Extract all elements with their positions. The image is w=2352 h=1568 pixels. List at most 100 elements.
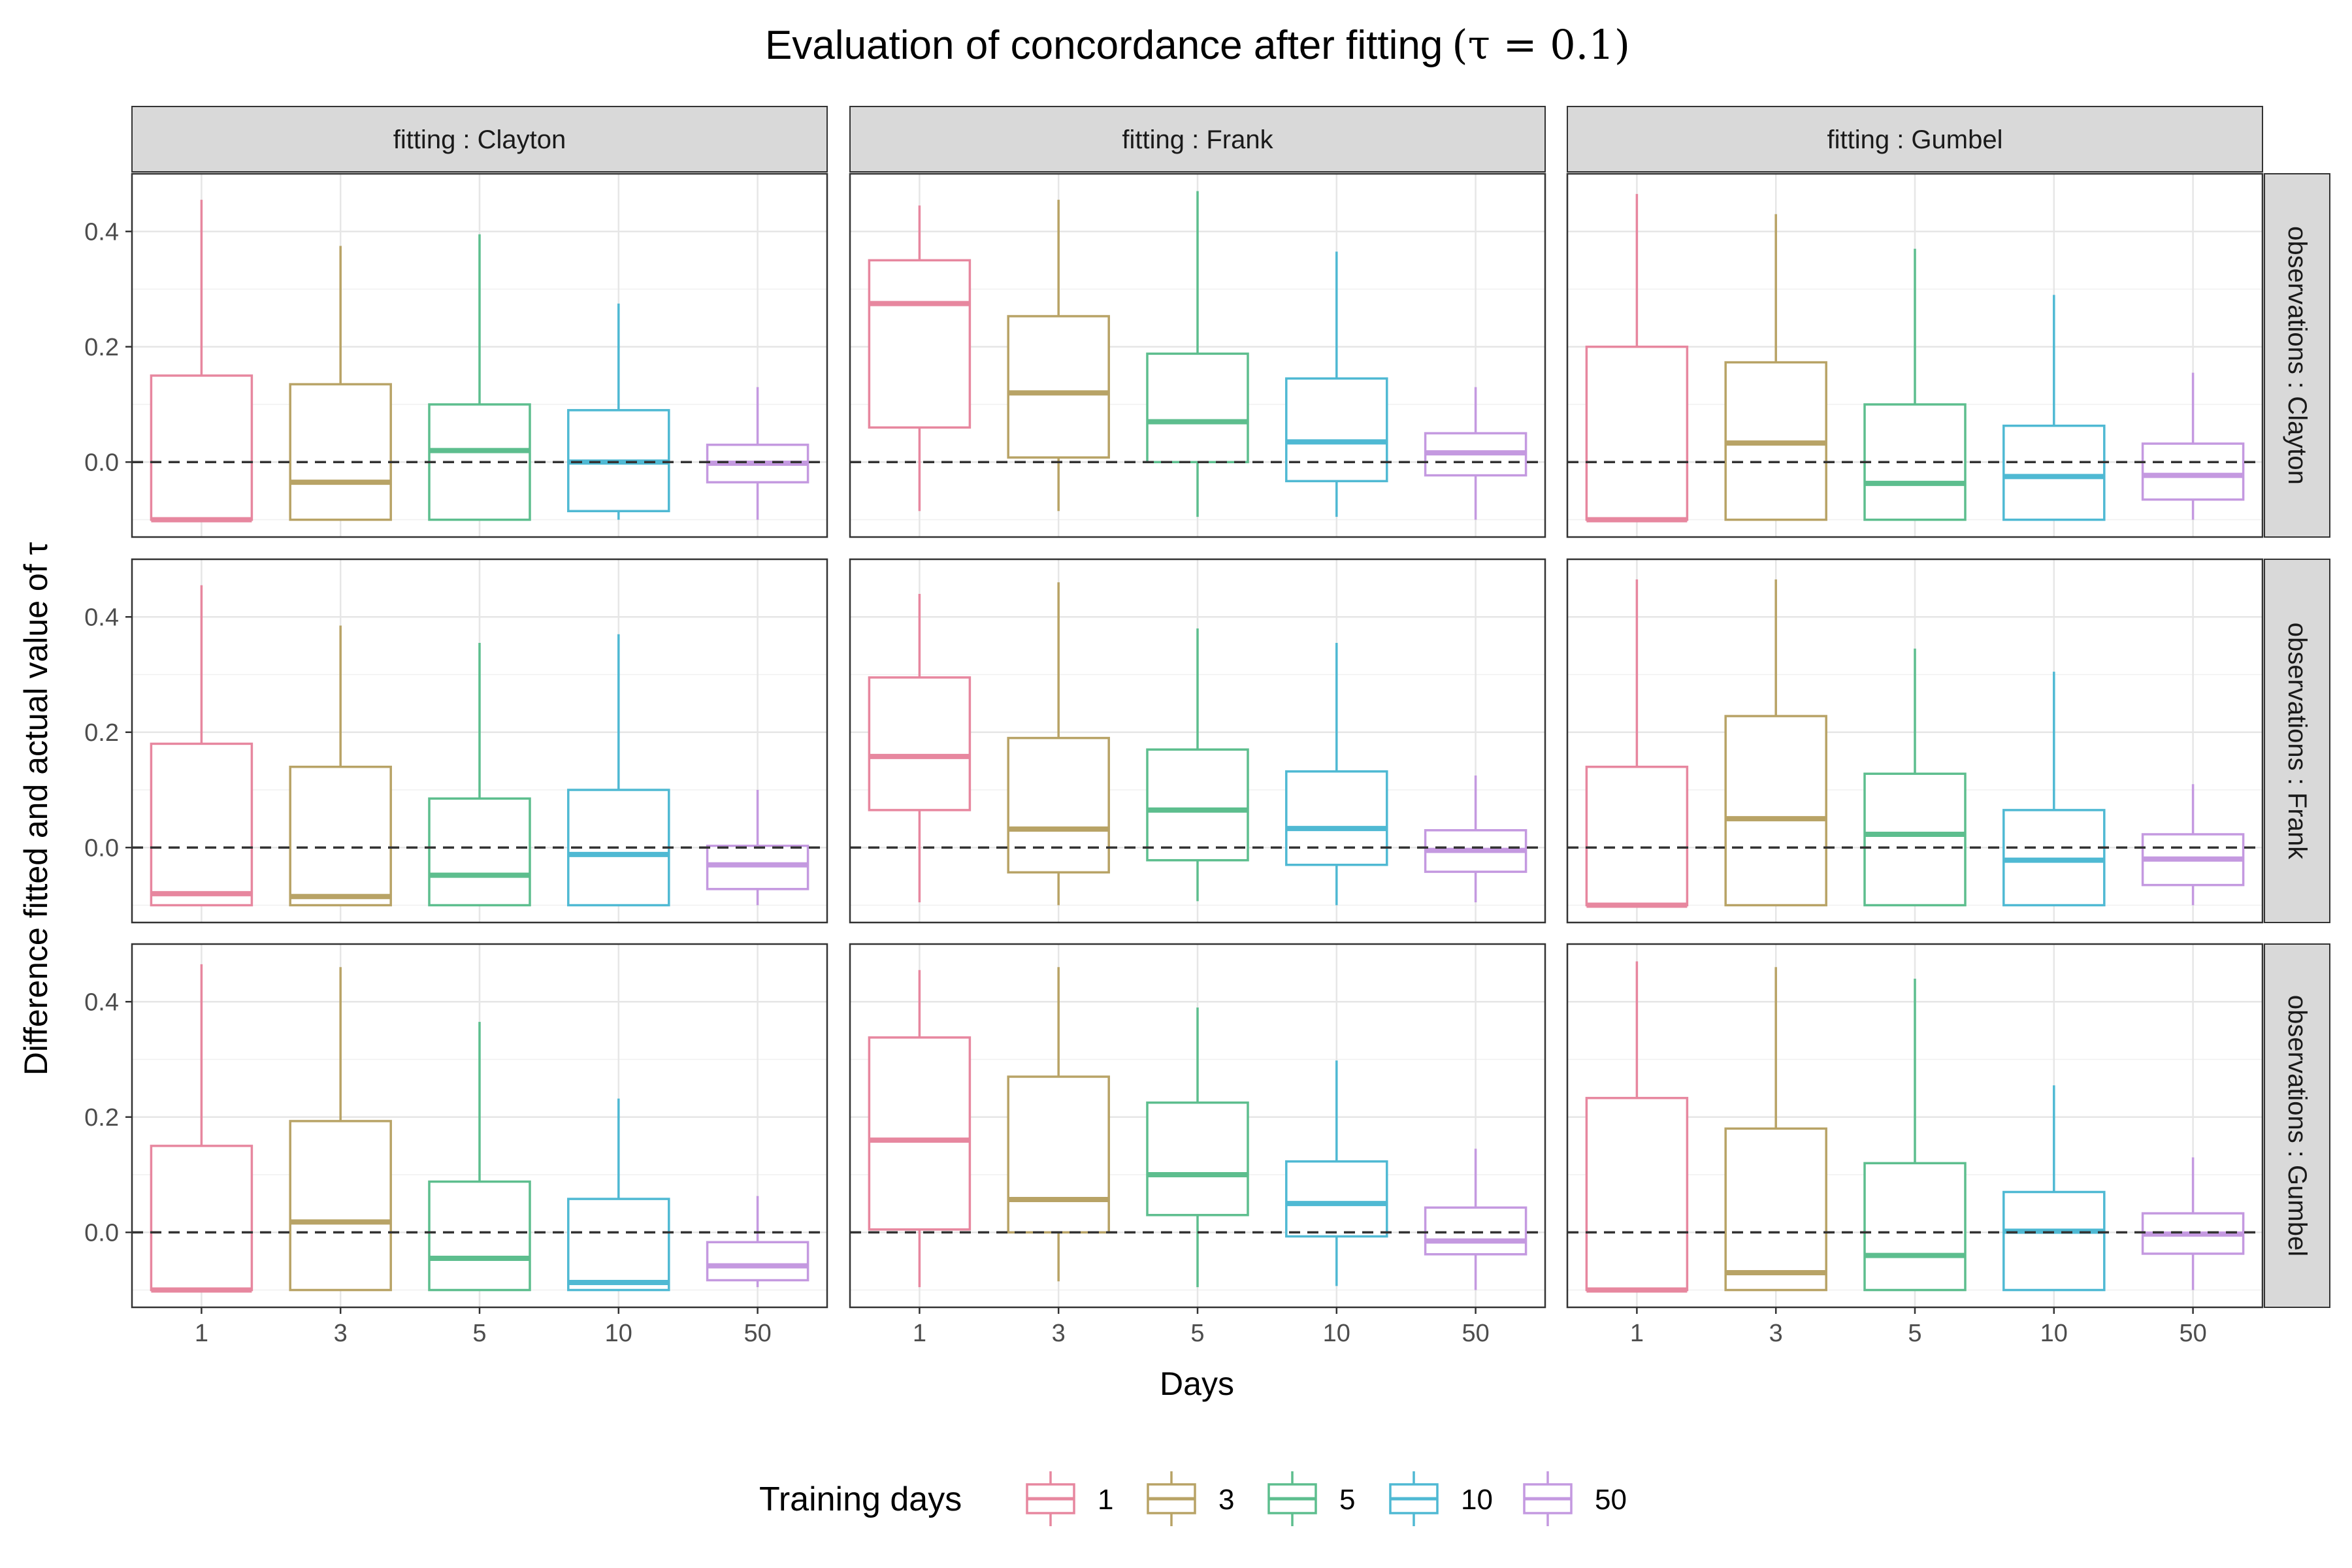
box-day-10: [2002, 672, 2106, 907]
box-day-50: [706, 1196, 809, 1288]
legend-item-3: 3: [1147, 1471, 1234, 1526]
box-day-50: [1424, 387, 1527, 520]
y-tick-label: 0.2: [84, 719, 119, 747]
box-iqr: [150, 374, 253, 521]
x-tick-label: 10: [2040, 1320, 2068, 1347]
panel-r2-c2: [849, 558, 1546, 924]
col-strip-3: [1567, 106, 2263, 172]
box-iqr: [868, 259, 972, 429]
box-iqr: [150, 742, 253, 907]
box-day-1: [1585, 961, 1689, 1293]
x-tick-label: 5: [1908, 1320, 1921, 1347]
box-iqr: [868, 676, 972, 811]
axes: 0.0 0.2 0.4 0.0 0.2 0.4 0.0 0.2 0.4 1 3 5 10 50 1 3 5 10 5…: [84, 218, 2207, 1347]
panel-border: [1566, 558, 2264, 924]
legend-item-10: 10: [1389, 1471, 1493, 1526]
box-iqr: [1724, 1127, 1827, 1292]
box-iqr: [1285, 770, 1388, 866]
row-strip-label-1: observations : Clayton: [2283, 226, 2311, 485]
facet-strips: fitting : Clayton fitting : Frank fitting …: [131, 106, 2330, 1308]
legend-label-50: 50: [1595, 1484, 1627, 1516]
box-iqr: [2002, 424, 2106, 521]
box-day-10: [1285, 1060, 1388, 1286]
box-day-10: [1285, 252, 1388, 517]
legend-item-50: 50: [1523, 1471, 1627, 1526]
x-tick-label: 10: [605, 1320, 632, 1347]
col-strip-label-2: fitting : Frank: [1122, 125, 1273, 154]
box-day-50: [2141, 372, 2245, 520]
box-iqr: [868, 1036, 972, 1231]
panel-r3-c2: [849, 943, 1546, 1309]
box-day-5: [1146, 1007, 1249, 1288]
panel-r1-c1: [131, 172, 828, 538]
panel-border: [131, 172, 828, 538]
box-iqr: [150, 1145, 253, 1292]
y-tick-label: 0.0: [84, 834, 119, 862]
box-day-1: [1585, 193, 1689, 523]
box-day-1: [868, 970, 972, 1288]
col-strip-label-3: fitting : Gumbel: [1827, 125, 2002, 154]
box-day-3: [1007, 199, 1110, 512]
box-iqr: [1863, 772, 1967, 907]
box-day-1: [1585, 579, 1689, 908]
legend-item-1: 1: [1026, 1471, 1113, 1526]
box-iqr: [1724, 715, 1827, 907]
col-strip-2: [849, 106, 1546, 172]
box-iqr: [1285, 377, 1388, 483]
box-day-5: [1863, 978, 1967, 1292]
x-tick-label: 1: [913, 1320, 926, 1347]
y-tick-label: 0.2: [84, 1104, 119, 1132]
x-tick-label: 3: [1769, 1320, 1783, 1347]
panel-r2-c1: [131, 558, 828, 924]
panel-r2-c3: [1566, 558, 2264, 924]
y-tick-label: 0.4: [84, 218, 119, 246]
row-strip-3: [2264, 943, 2330, 1308]
col-strip-label-1: fitting : Clayton: [393, 125, 566, 154]
box-day-1: [868, 205, 972, 512]
panel-r1-c3: [1566, 172, 2264, 538]
row-strip-1: [2264, 173, 2330, 538]
x-tick-label: 3: [1052, 1320, 1066, 1347]
panel-r1-c2: [849, 172, 1546, 538]
box-iqr: [567, 1198, 670, 1292]
panel-border: [1566, 172, 2264, 538]
row-strip-label-2: observations : Frank: [2283, 623, 2311, 860]
box-day-3: [289, 625, 392, 907]
box-iqr: [1585, 1096, 1689, 1292]
box-day-5: [428, 642, 531, 907]
box-day-3: [1724, 579, 1827, 907]
legend-label-10: 10: [1461, 1484, 1493, 1516]
chart-title-text: Evaluation of concordance after fitting: [765, 23, 1443, 68]
chart-title-math: (τ = 0.1): [1452, 21, 1630, 69]
x-axis-title: Days: [1160, 1365, 1234, 1402]
y-tick-label: 0.2: [84, 334, 119, 361]
box-day-10: [2002, 1085, 2106, 1292]
panel-r3-c1: [131, 943, 828, 1309]
box-day-50: [2141, 784, 2245, 906]
box-iqr: [1285, 1160, 1388, 1238]
facet-panels: [131, 172, 2264, 1309]
panel-border: [849, 558, 1546, 924]
box-day-10: [2002, 295, 2106, 521]
box-iqr: [1585, 765, 1689, 907]
legend: Training days 1 3 5 10 50: [759, 1471, 1627, 1526]
box-day-1: [150, 585, 253, 907]
y-tick-label: 0.0: [84, 449, 119, 476]
legend-item-5: 5: [1267, 1471, 1355, 1526]
x-tick-label: 5: [1190, 1320, 1204, 1347]
y-tick-label: 0.0: [84, 1219, 119, 1247]
box-day-5: [1863, 648, 1967, 907]
col-strip-1: [131, 106, 828, 172]
box-iqr: [2002, 1190, 2106, 1292]
box-iqr: [289, 383, 392, 521]
box-iqr: [428, 1180, 531, 1292]
box-day-3: [1007, 967, 1110, 1282]
box-iqr: [1007, 315, 1110, 459]
box-iqr: [1146, 352, 1249, 464]
box-day-50: [706, 387, 809, 520]
box-iqr: [2141, 442, 2245, 501]
box-iqr: [1585, 346, 1689, 521]
box-iqr: [1146, 748, 1249, 862]
box-day-1: [150, 964, 253, 1293]
